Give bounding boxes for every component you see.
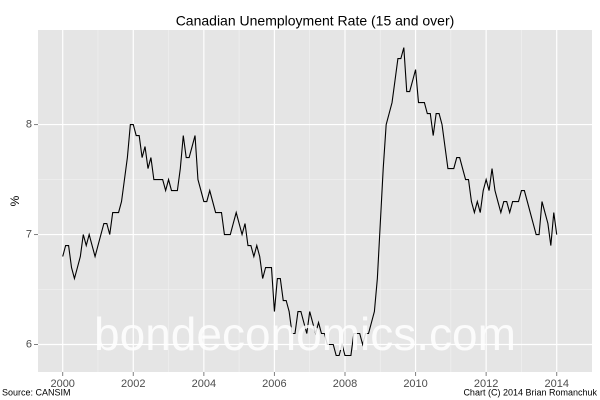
chart-title: Canadian Unemployment Rate (15 and over)	[176, 13, 455, 29]
source-note: Source: CANSIM	[2, 387, 71, 397]
y-tick-label: 7	[26, 228, 32, 240]
x-tick-label: 2002	[121, 378, 145, 390]
x-tick-label: 2008	[333, 378, 357, 390]
x-tick-label: 2000	[50, 378, 74, 390]
x-tick-label: 2006	[262, 378, 286, 390]
y-tick-label: 6	[26, 338, 32, 350]
data-line	[62, 47, 558, 357]
y-axis-label: %	[8, 195, 22, 206]
y-tick-label: 8	[26, 118, 32, 130]
x-tick-label: 2014	[544, 378, 568, 390]
x-tick-label: 2004	[192, 378, 216, 390]
plot-background	[38, 30, 592, 372]
x-tick-label: 2012	[474, 378, 498, 390]
x-tick-label: 2010	[403, 378, 427, 390]
credit-note: Chart (C) 2014 Brian Romanchuk	[463, 387, 597, 397]
watermark: bondeconomics.com	[94, 308, 516, 360]
